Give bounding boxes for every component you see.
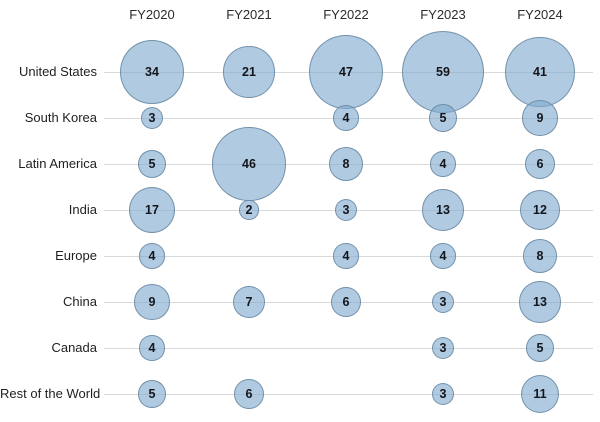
- bubble-value: 3: [439, 386, 447, 401]
- bubble-value: 21: [242, 64, 256, 79]
- bubble-china-fy2020: 9: [134, 284, 170, 320]
- bubble-value: 3: [148, 110, 156, 125]
- bubble-value: 4: [439, 248, 447, 263]
- bubble-value: 41: [533, 64, 547, 79]
- bubble-india-fy2023: 13: [422, 189, 464, 231]
- bubble-rest-of-the-world-fy2020: 5: [138, 380, 166, 408]
- row-gridline-rest-of-the-world: [104, 394, 593, 395]
- row-label-united-states: United States: [18, 64, 97, 79]
- bubble-value: 12: [533, 202, 547, 217]
- bubble-value: 4: [342, 248, 350, 263]
- column-header-fy2022: FY2022: [323, 7, 369, 22]
- bubble-value: 5: [148, 156, 156, 171]
- bubble-china-fy2022: 6: [331, 287, 361, 317]
- bubble-europe-fy2022: 4: [333, 243, 359, 269]
- bubble-value: 9: [536, 110, 544, 125]
- bubble-value: 11: [533, 386, 547, 401]
- bubble-india-fy2021: 2: [239, 200, 259, 220]
- bubble-value: 7: [245, 294, 253, 309]
- bubble-europe-fy2023: 4: [430, 243, 456, 269]
- bubble-united-states-fy2024: 41: [505, 37, 575, 107]
- bubble-value: 17: [145, 202, 159, 217]
- bubble-europe-fy2020: 4: [139, 243, 165, 269]
- bubble-india-fy2022: 3: [334, 198, 358, 222]
- bubble-value: 3: [342, 202, 350, 217]
- bubble-value: 6: [536, 156, 544, 171]
- row-label-south-korea: South Korea: [24, 110, 97, 125]
- bubble-value: 9: [148, 294, 156, 309]
- bubble-china-fy2021: 7: [233, 286, 265, 318]
- bubble-united-states-fy2020: 34: [120, 40, 184, 104]
- bubble-latin-america-fy2022: 8: [329, 147, 363, 181]
- bubble-value: 4: [148, 340, 156, 355]
- bubble-latin-america-fy2020: 5: [138, 150, 166, 178]
- bubble-united-states-fy2022: 47: [309, 35, 383, 109]
- bubble-latin-america-fy2024: 6: [525, 149, 555, 179]
- bubble-europe-fy2024: 8: [523, 239, 557, 273]
- bubble-china-fy2024: 13: [519, 281, 561, 323]
- bubble-value: 8: [536, 248, 544, 263]
- bubble-value: 59: [436, 64, 450, 79]
- bubble-value: 6: [342, 294, 350, 309]
- bubble-latin-america-fy2021: 46: [212, 127, 286, 201]
- bubble-value: 46: [242, 156, 256, 171]
- bubble-value: 5: [536, 340, 544, 355]
- bubble-canada-fy2023: 3: [431, 336, 455, 360]
- bubble-south-korea-fy2020: 3: [140, 106, 164, 130]
- row-gridline-canada: [104, 348, 593, 349]
- bubble-south-korea-fy2023: 5: [429, 104, 457, 132]
- bubble-canada-fy2020: 4: [139, 335, 165, 361]
- bubble-south-korea-fy2022: 4: [333, 105, 359, 131]
- row-label-china: China: [63, 294, 97, 309]
- bubble-value: 13: [436, 202, 450, 217]
- bubble-india-fy2020: 17: [128, 186, 176, 234]
- bubble-rest-of-the-world-fy2021: 6: [234, 379, 264, 409]
- bubble-latin-america-fy2023: 4: [430, 151, 456, 177]
- column-header-fy2024: FY2024: [517, 7, 563, 22]
- bubble-south-korea-fy2024: 9: [522, 100, 558, 136]
- column-header-fy2021: FY2021: [226, 7, 272, 22]
- bubble-rest-of-the-world-fy2023: 3: [431, 382, 455, 406]
- bubble-rest-of-the-world-fy2024: 11: [520, 374, 560, 414]
- bubble-value: 5: [148, 386, 156, 401]
- bubble-value: 2: [245, 202, 253, 217]
- bubble-value: 4: [342, 110, 350, 125]
- bubble-value: 34: [145, 64, 159, 79]
- row-label-india: India: [68, 202, 97, 217]
- row-label-canada: Canada: [51, 340, 97, 355]
- bubble-value: 3: [439, 294, 447, 309]
- row-label-rest-of-the-world: Rest of the World: [0, 386, 101, 401]
- row-label-latin-america: Latin America: [18, 156, 97, 171]
- bubble-value: 4: [148, 248, 156, 263]
- bubble-value: 3: [439, 340, 447, 355]
- column-header-fy2023: FY2023: [420, 7, 466, 22]
- bubble-value: 8: [342, 156, 350, 171]
- bubble-united-states-fy2021: 21: [223, 46, 275, 98]
- column-header-fy2020: FY2020: [129, 7, 175, 22]
- bubble-value: 4: [439, 156, 447, 171]
- bubble-value: 13: [533, 294, 547, 309]
- bubble-value: 47: [339, 64, 353, 79]
- bubble-india-fy2024: 12: [520, 190, 560, 230]
- bubble-value: 6: [245, 386, 253, 401]
- bubble-value: 5: [439, 110, 447, 125]
- bubble-china-fy2023: 3: [431, 290, 455, 314]
- bubble-united-states-fy2023: 59: [401, 30, 484, 113]
- bubble-canada-fy2024: 5: [526, 334, 554, 362]
- row-label-europe: Europe: [55, 248, 97, 263]
